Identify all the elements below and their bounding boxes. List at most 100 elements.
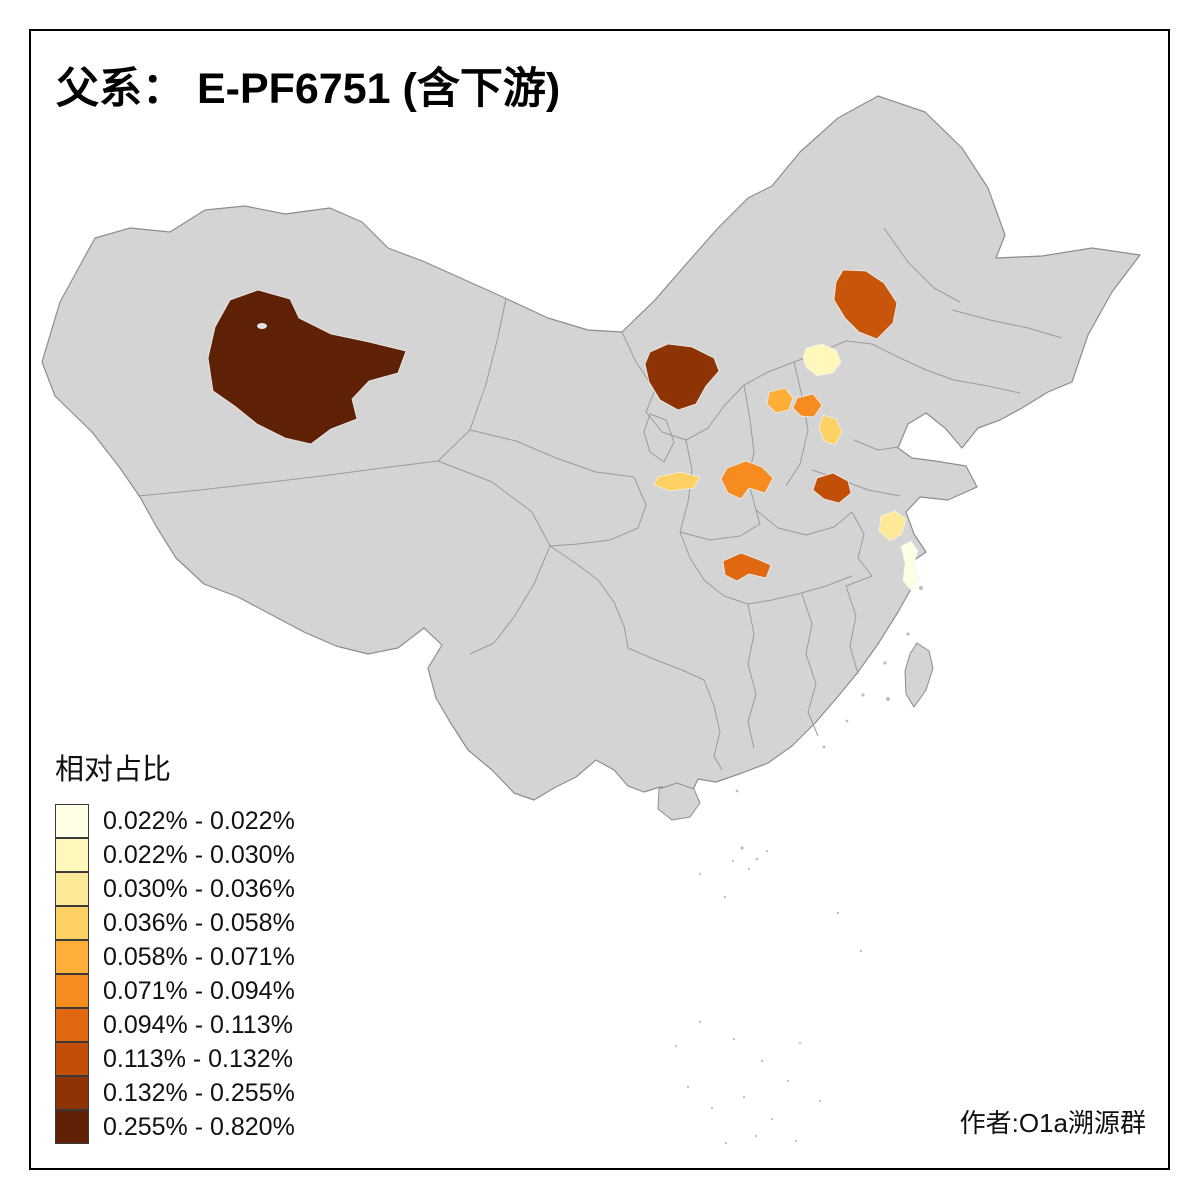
province-border: [951, 309, 1063, 339]
island-dot: [754, 1134, 758, 1138]
island-dot: [822, 745, 826, 749]
island-dot: [883, 661, 887, 665]
island-dot: [818, 1099, 822, 1103]
china-mainland: [41, 95, 1141, 801]
island-dot: [794, 1139, 798, 1143]
legend-swatch: [55, 804, 89, 838]
island-dot: [906, 632, 910, 636]
choropleth-region: [653, 471, 701, 492]
legend-row: 0.132% - 0.255%: [55, 1076, 295, 1110]
island-dot: [723, 895, 727, 899]
legend-label: 0.132% - 0.255%: [103, 1078, 295, 1107]
province-border: [853, 439, 899, 451]
island-dot: [859, 949, 863, 953]
legend-title: 相对占比: [55, 754, 172, 786]
island-dot: [760, 1059, 764, 1063]
choropleth-region: [766, 387, 794, 414]
island-dot: [698, 1020, 702, 1024]
island-dot: [755, 857, 759, 861]
page-title: 父系： E-PF6751 (含下游): [56, 65, 561, 113]
choropleth-region: [722, 552, 772, 582]
province-border: [755, 509, 853, 536]
province-border: [851, 511, 873, 577]
choropleth-region: [818, 414, 843, 446]
legend-swatch: [55, 872, 89, 906]
province-border: [747, 603, 757, 749]
legend-swatch: [55, 1110, 89, 1144]
legend-swatch-rect: [55, 1110, 89, 1144]
province-border: [137, 460, 439, 497]
province-border: [549, 476, 647, 547]
province-border: [437, 460, 551, 547]
legend-label: 0.071% - 0.094%: [103, 976, 295, 1005]
legend-swatch: [55, 974, 89, 1008]
legend-row: 0.022% - 0.030%: [55, 838, 295, 872]
choropleth-region: [802, 343, 842, 377]
province-border: [437, 298, 507, 462]
legend-swatch: [55, 1008, 89, 1042]
highlighted-regions: [207, 269, 920, 591]
province-border: [845, 575, 873, 675]
province-border: [703, 679, 723, 771]
legend-row: 0.071% - 0.094%: [55, 974, 295, 1008]
island-dot: [732, 1037, 736, 1041]
island-dot: [861, 693, 865, 697]
island-dot: [845, 719, 849, 723]
legend-row: 0.094% - 0.113%: [55, 1008, 295, 1042]
legend-label: 0.022% - 0.030%: [103, 840, 295, 869]
province-border: [469, 429, 635, 478]
legend-label: 0.255% - 0.820%: [103, 1112, 295, 1141]
legend-row: 0.022% - 0.022%: [55, 804, 295, 838]
legend-label: 0.058% - 0.071%: [103, 942, 295, 971]
legend-swatch-rect: [55, 974, 89, 1008]
legend-label: 0.036% - 0.058%: [103, 908, 295, 937]
legend-swatch-rect: [55, 906, 89, 940]
choropleth-region: [792, 393, 823, 418]
island-dot: [740, 846, 744, 850]
choropleth-region: [207, 289, 407, 445]
province-border: [679, 479, 761, 541]
legend-row: 0.255% - 0.820%: [55, 1110, 295, 1144]
island-dot: [919, 586, 923, 590]
choropleth-region: [900, 540, 920, 591]
legend-row: 0.058% - 0.071%: [55, 940, 295, 974]
region-enclave: [257, 323, 267, 329]
legend-swatch-rect: [55, 1008, 89, 1042]
legend-swatch-rect: [55, 940, 89, 974]
island-dot: [731, 859, 735, 863]
legend-label: 0.113% - 0.132%: [103, 1044, 293, 1073]
legend-label: 0.022% - 0.022%: [103, 806, 295, 835]
island-dot: [886, 697, 890, 701]
legend-swatch: [55, 1042, 89, 1076]
province-border: [845, 340, 955, 381]
legend-row: 0.030% - 0.036%: [55, 872, 295, 906]
legend-row: 0.113% - 0.132%: [55, 1042, 295, 1076]
island-dot: [735, 789, 739, 793]
island-dot: [742, 1095, 746, 1099]
island-dot: [786, 1079, 790, 1083]
province-border: [469, 545, 551, 655]
islands: [657, 586, 934, 1145]
legend-swatch: [55, 940, 89, 974]
credit-text: 作者:O1a溯源群: [959, 1108, 1146, 1138]
legend-swatch-rect: [55, 1042, 89, 1076]
island-dot: [724, 1141, 728, 1145]
island-dot: [674, 1044, 678, 1048]
legend-swatch-rect: [55, 872, 89, 906]
legend-swatch: [55, 1076, 89, 1110]
legend: 相对占比 0.022% - 0.022% 0.022% - 0.030% 0.0…: [55, 746, 295, 1144]
island-dot: [798, 1041, 802, 1045]
legend-rows: 0.022% - 0.022% 0.022% - 0.030% 0.030% -…: [55, 804, 295, 1144]
island-dot: [836, 911, 840, 915]
island-dot: [710, 1106, 714, 1110]
choropleth-region: [878, 510, 907, 542]
province-border: [627, 647, 705, 681]
island-dot: [765, 849, 769, 853]
province-border: [953, 379, 1021, 394]
legend-label: 0.094% - 0.113%: [103, 1010, 293, 1039]
legend-swatch-rect: [55, 804, 89, 838]
province-border: [679, 531, 749, 605]
choropleth-region: [833, 269, 898, 340]
choropleth-region: [644, 343, 720, 411]
hainan-island: [657, 782, 701, 821]
